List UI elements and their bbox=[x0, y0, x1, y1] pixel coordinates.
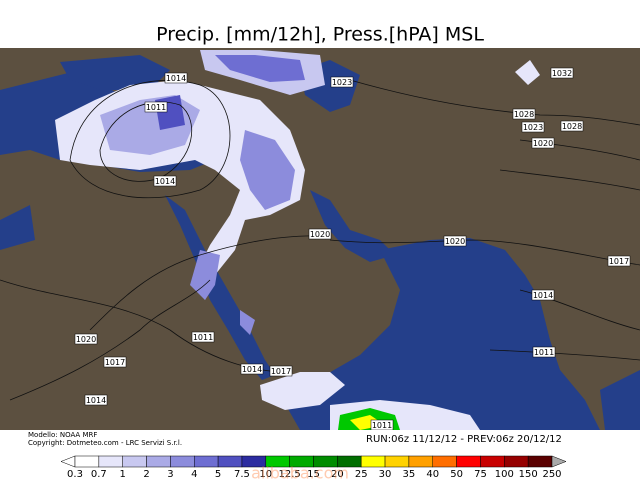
legend-label: 40 bbox=[426, 469, 439, 480]
pressure-label: 1011 bbox=[534, 348, 554, 357]
pressure-label-box bbox=[103, 356, 127, 368]
legend-label: 50 bbox=[450, 469, 463, 480]
pressure-label-box bbox=[531, 137, 555, 149]
pressure-label: 1028 bbox=[514, 110, 534, 119]
pressure-label: 1014 bbox=[155, 177, 175, 186]
legend-swatch bbox=[146, 455, 171, 468]
legend-swatch bbox=[122, 455, 147, 468]
pressure-label: 1020 bbox=[533, 139, 553, 148]
legend-arrow-right bbox=[551, 455, 567, 468]
legend-label: 100 bbox=[495, 469, 514, 480]
pressure-label: 1014 bbox=[166, 74, 186, 83]
legend-swatch bbox=[384, 455, 410, 468]
pressure-label: 1023 bbox=[523, 123, 543, 132]
pressure-labels: 1014 1011 1023 1032 1028 1023 1028 1020 1014 1020… bbox=[74, 67, 631, 431]
pressure-label-box bbox=[144, 101, 168, 113]
pressure-label-box bbox=[308, 228, 332, 240]
pressure-label-box bbox=[512, 108, 536, 120]
legend-swatch bbox=[527, 455, 553, 468]
pressure-label: 1014 bbox=[86, 396, 106, 405]
pressure-label: 1032 bbox=[552, 69, 572, 78]
pressure-label-box bbox=[74, 333, 98, 345]
pressure-label: 1028 bbox=[562, 122, 582, 131]
pressure-label-box bbox=[532, 346, 556, 358]
pressure-label-box bbox=[550, 67, 574, 79]
legend-swatch bbox=[456, 455, 481, 468]
legend-label: 35 bbox=[403, 469, 416, 480]
pressure-label-box bbox=[164, 72, 188, 84]
pressure-label: 1023 bbox=[332, 78, 352, 87]
pressure-label: 1011 bbox=[372, 421, 392, 430]
pressure-label-box bbox=[443, 235, 467, 247]
legend-label: 5 bbox=[215, 469, 221, 480]
legend-swatch bbox=[194, 455, 219, 468]
legend-label: 10 bbox=[259, 469, 272, 480]
pressure-label-box bbox=[607, 255, 631, 267]
legend-label: 250 bbox=[542, 469, 561, 480]
run-text: RUN:06z 11/12/12 - PREV:06z 20/12/12 bbox=[366, 434, 562, 445]
legend-label: 15 bbox=[307, 469, 320, 480]
legend-label: 0.7 bbox=[91, 469, 107, 480]
legend-swatch bbox=[408, 455, 433, 468]
legend-swatch bbox=[432, 455, 457, 468]
pressure-label-box bbox=[240, 363, 264, 375]
legend-swatch bbox=[98, 455, 123, 468]
legend-swatch bbox=[504, 455, 529, 468]
legend-swatch bbox=[480, 455, 505, 468]
legend-label: 75 bbox=[474, 469, 487, 480]
legend-swatch bbox=[170, 455, 195, 468]
legend-swatch bbox=[217, 455, 243, 468]
pressure-label: 1020 bbox=[310, 230, 330, 239]
legend-label: 4 bbox=[191, 469, 197, 480]
pressure-label: 1011 bbox=[146, 103, 166, 112]
map-title: Precip. [mm/12h], Press.[hPA] MSL bbox=[156, 24, 484, 46]
legend-label: 3 bbox=[167, 469, 173, 480]
pressure-label-box bbox=[560, 120, 584, 132]
pressure-label: 1011 bbox=[193, 333, 213, 342]
pressure-label: 1017 bbox=[105, 358, 125, 367]
pressure-label: 1020 bbox=[445, 237, 465, 246]
legend: 0.3 0.7 1 2 3 4 5 7.5 10 12.5 15 20 25 30 35 40 50 75 100 1… bbox=[60, 455, 567, 480]
pressure-label: 1017 bbox=[271, 367, 291, 376]
legend-label: 0.3 bbox=[67, 469, 83, 480]
legend-swatch bbox=[74, 455, 100, 468]
pressure-label: 1017 bbox=[609, 257, 629, 266]
watermark: alibaba.com bbox=[251, 464, 349, 481]
legend-label: 7.5 bbox=[234, 469, 250, 480]
legend-label: 1 bbox=[120, 469, 126, 480]
legend-label: 12.5 bbox=[279, 469, 301, 480]
model-text: Modello: NOAA MRF bbox=[28, 431, 97, 439]
pressure-label: 1014 bbox=[533, 291, 553, 300]
legend-label: 2 bbox=[143, 469, 149, 480]
copyright-text: Copyright: Dotmeteo.com - LRC Servizi S.… bbox=[28, 439, 182, 447]
pressure-label-box bbox=[191, 331, 215, 343]
pressure-label-box bbox=[330, 76, 354, 88]
legend-label: 25 bbox=[355, 469, 368, 480]
legend-label: 20 bbox=[331, 469, 344, 480]
pressure-label: 1014 bbox=[242, 365, 262, 374]
pressure-label-box bbox=[531, 289, 555, 301]
legend-label: 30 bbox=[379, 469, 392, 480]
pressure-label-box bbox=[521, 121, 545, 133]
legend-swatch bbox=[360, 455, 386, 468]
pressure-label-box bbox=[153, 175, 177, 187]
pressure-label: 1020 bbox=[76, 335, 96, 344]
pressure-label-box bbox=[269, 365, 293, 377]
pressure-label-box bbox=[84, 394, 108, 406]
legend-label: 150 bbox=[519, 469, 538, 480]
